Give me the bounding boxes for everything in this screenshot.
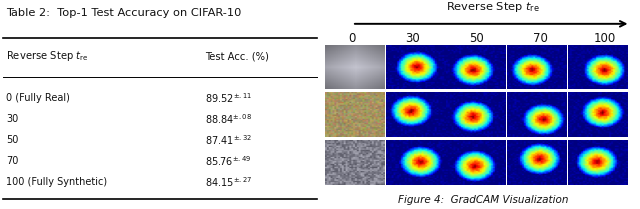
Text: 87.41$^{\pm .32}$: 87.41$^{\pm .32}$ <box>205 133 252 147</box>
Text: 50: 50 <box>469 32 484 45</box>
Text: Table 2:  Top-1 Test Accuracy on CIFAR-10: Table 2: Top-1 Test Accuracy on CIFAR-10 <box>6 8 242 18</box>
Text: Test Acc. (%): Test Acc. (%) <box>205 51 269 61</box>
Text: 30: 30 <box>6 114 19 124</box>
Text: 70: 70 <box>533 32 548 45</box>
Text: Reverse Step $t_{\rm re}$: Reverse Step $t_{\rm re}$ <box>6 50 89 63</box>
Text: 0 (Fully Real): 0 (Fully Real) <box>6 93 70 103</box>
Text: 100 (Fully Synthetic): 100 (Fully Synthetic) <box>6 177 108 187</box>
Text: 70: 70 <box>6 156 19 166</box>
Text: 88.84$^{\pm .08}$: 88.84$^{\pm .08}$ <box>205 112 252 126</box>
Text: 100: 100 <box>594 32 616 45</box>
Text: 85.76$^{\pm .49}$: 85.76$^{\pm .49}$ <box>205 154 252 168</box>
Text: 50: 50 <box>6 135 19 145</box>
Text: 0: 0 <box>348 32 356 45</box>
Text: Reverse Step $t_{\rm re}$: Reverse Step $t_{\rm re}$ <box>446 0 540 14</box>
Text: 89.52$^{\pm .11}$: 89.52$^{\pm .11}$ <box>205 91 252 105</box>
Text: Figure 4:  GradCAM Visualization: Figure 4: GradCAM Visualization <box>398 195 568 205</box>
Text: 30: 30 <box>405 32 420 45</box>
Text: 84.15$^{\pm .27}$: 84.15$^{\pm .27}$ <box>205 175 252 189</box>
